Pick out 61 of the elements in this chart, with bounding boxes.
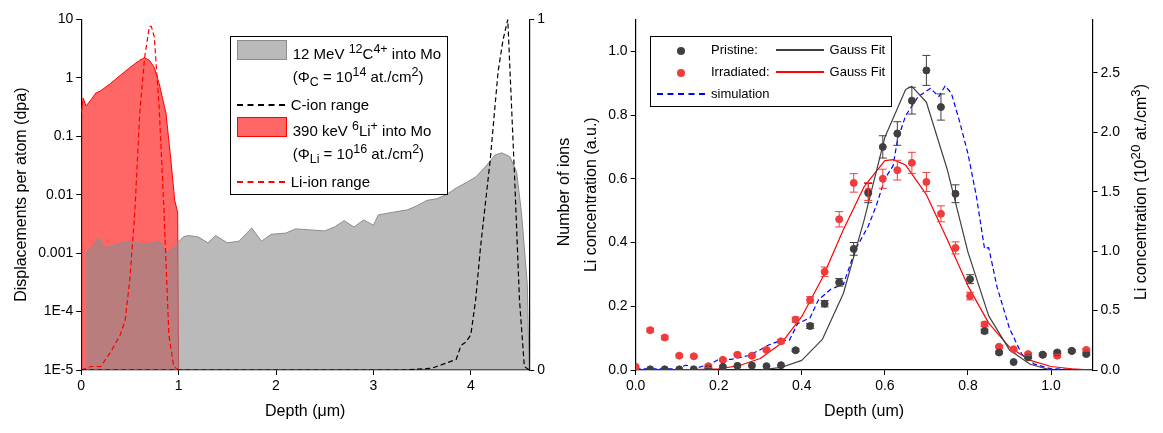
point (733, 361, 742, 370)
point (777, 361, 786, 370)
point (878, 142, 887, 151)
y-tick-label: 0.4 (608, 233, 628, 250)
x-tick-label: 4 (466, 377, 475, 394)
point (718, 362, 727, 370)
y2-tick-label: 0.0 (1100, 360, 1121, 377)
y-tick-label: 1E-5 (43, 360, 74, 377)
y-tick-label: 0.0 (608, 360, 628, 377)
x-tick-label: 0.6 (875, 377, 895, 394)
point (951, 189, 960, 198)
x-tick-label: 0.2 (709, 377, 729, 394)
y-tick-label: 0.6 (608, 169, 628, 186)
y-tick-label: 1 (65, 68, 74, 85)
legend-label: Pristine: (711, 41, 758, 59)
x-tick-label: 0.8 (958, 377, 978, 394)
x-axis-title: Depth (um) (824, 401, 905, 419)
y2-tick-label: 2.0 (1100, 123, 1121, 140)
legend-label: C-ion range (290, 95, 370, 114)
y2-tick-label: 0 (537, 360, 546, 377)
y-axis-title: Displacements per atom (dpa) (12, 87, 30, 302)
point (835, 215, 844, 224)
y-tick-label: 10 (57, 10, 74, 27)
y2-tick-label: 0.5 (1100, 301, 1121, 318)
x-tick-label: 0.4 (792, 377, 812, 394)
y-tick-label: 1E-4 (43, 302, 74, 319)
point (849, 178, 858, 187)
legend-label: Li-ion range (290, 172, 370, 191)
text: 390 keV $^{6}$Li$^{+}$ into Mo (Φ$_{Li}$ = 10$^{16}$ at./cm$^{2}$) (292, 119, 432, 166)
x-tick-label: 3 (369, 377, 378, 394)
point (1009, 358, 1018, 367)
point (878, 174, 887, 183)
x-tick-label: 1 (174, 377, 183, 394)
y-tick-label: 0.1 (53, 127, 74, 144)
x-tick-label: 2 (272, 377, 281, 394)
point (922, 66, 931, 75)
point (893, 166, 902, 175)
x-axis-title: Depth (μm) (265, 401, 346, 419)
x-tick-label: 0.0 (625, 377, 646, 394)
legend-label: simulation (711, 85, 770, 103)
y-axis-title: Li concentration (a.u.) (582, 117, 600, 273)
y2-axis-title: Number of ions (555, 137, 573, 246)
y2-tick-label: 1 (537, 10, 546, 27)
point (922, 177, 931, 186)
point (747, 361, 756, 370)
y-tick-label: 0.001 (38, 243, 74, 260)
y2-tick-label: 1.5 (1100, 182, 1121, 199)
legend-label: Irradiated: (711, 63, 770, 81)
point (893, 129, 902, 138)
y-tick-label: 0.01 (45, 185, 74, 202)
point (762, 362, 771, 370)
y-tick-label: 0.8 (608, 105, 628, 122)
y2-tick-label: 1.0 (1100, 242, 1121, 259)
legend-label: Gauss Fit (829, 41, 886, 59)
x-tick-label: 0 (77, 377, 86, 394)
x-tick-label: 1.0 (1041, 377, 1061, 394)
y-tick-label: 0.2 (608, 297, 628, 314)
text: 12 MeV $^{12}$C$^{4+}$ into Mo (Φ$_{C}$ = 10$^{14}$ at./cm$^{2}$) (292, 42, 441, 89)
y2-tick-label: 2.5 (1100, 63, 1121, 80)
y-tick-label: 1.0 (608, 42, 628, 59)
legend-label: Gauss Fit (829, 63, 886, 81)
